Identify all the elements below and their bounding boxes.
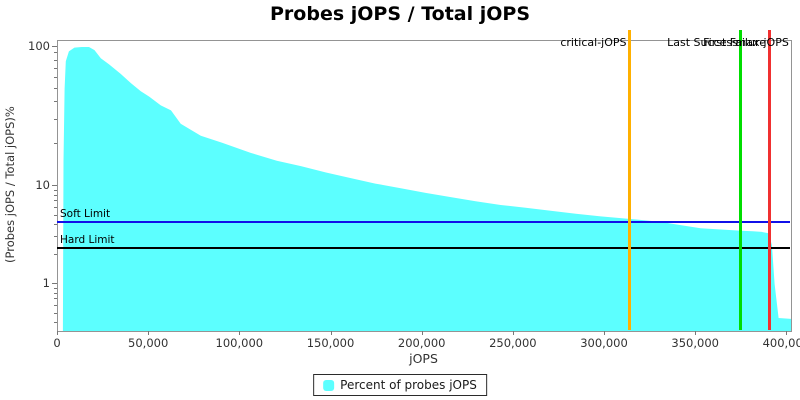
y-minor-tick <box>54 67 57 69</box>
x-major-tick <box>148 331 150 335</box>
percent-probes-area <box>62 47 791 331</box>
y-minor-tick <box>54 236 57 238</box>
x-major-tick <box>421 331 423 335</box>
x-tick-label: 150,000 <box>306 336 355 350</box>
v-marker-line-last-success <box>739 30 743 330</box>
x-major-tick <box>786 331 788 335</box>
x-tick-label: 100,000 <box>215 336 264 350</box>
x-major-tick <box>695 331 697 335</box>
v-marker-line-critical-jops <box>628 30 631 330</box>
y-minor-tick <box>54 101 57 103</box>
legend-swatch-cyan <box>323 379 335 391</box>
h-marker-label: Soft Limit <box>60 207 111 220</box>
h-marker-label: Hard Limit <box>60 233 115 246</box>
y-minor-tick <box>54 298 57 300</box>
x-tick-label: 250,000 <box>489 336 537 350</box>
x-major-tick <box>239 331 241 335</box>
y-minor-tick <box>54 224 57 225</box>
y-minor-tick <box>54 76 57 78</box>
v-marker-label: max-jOPS <box>735 36 789 49</box>
y-minor-tick <box>54 189 57 191</box>
y-minor-tick <box>54 214 57 216</box>
y-tick-label: 1 <box>42 276 50 290</box>
v-marker-label: Last Success <box>667 36 738 49</box>
y-minor-tick <box>54 118 57 120</box>
x-tick-label: 400,000 <box>762 336 800 350</box>
x-major-tick <box>512 331 514 335</box>
legend-item-label: Percent of probes jOPS <box>340 378 477 392</box>
v-marker-label: First Failure <box>703 36 766 49</box>
legend-box: Percent of probes jOPS <box>313 374 487 396</box>
y-tick-label: 10 <box>35 178 50 192</box>
x-axis-title: jOPS <box>409 351 438 366</box>
x-major-tick <box>330 331 332 335</box>
y-minor-tick <box>54 312 57 314</box>
y-major-tick <box>52 185 57 186</box>
y-minor-tick <box>54 194 57 196</box>
v-marker-line-first-failure <box>767 30 771 330</box>
h-marker-line-hard-limit <box>57 246 790 249</box>
y-minor-tick <box>54 206 57 208</box>
y-minor-tick <box>54 143 57 145</box>
v-marker-label: critical-jOPS <box>560 36 627 49</box>
y-minor-tick <box>54 87 57 89</box>
chart-title: Probes jOPS / Total jOPS <box>270 3 530 25</box>
y-major-tick <box>52 283 57 284</box>
x-tick-label: 0 <box>53 336 61 350</box>
h-marker-line-soft-limit <box>57 220 790 223</box>
y-major-tick <box>52 46 57 47</box>
area-series-svg <box>62 47 791 331</box>
x-major-tick <box>604 331 605 335</box>
y-minor-tick <box>54 292 57 294</box>
y-minor-tick <box>54 52 57 54</box>
y-tick-label: 100 <box>28 39 50 53</box>
y-minor-tick <box>54 322 57 323</box>
y-minor-tick <box>54 200 57 202</box>
y-minor-tick <box>54 304 57 306</box>
x-tick-label: 350,000 <box>671 336 719 350</box>
x-major-tick <box>57 331 58 335</box>
x-tick-label: 300,000 <box>580 336 628 350</box>
y-minor-tick <box>54 59 57 61</box>
y-minor-tick <box>54 253 57 255</box>
x-tick-label: 50,000 <box>128 336 169 350</box>
plot-area <box>57 40 792 332</box>
y-minor-tick <box>54 287 57 289</box>
x-tick-label: 200,000 <box>397 336 446 350</box>
